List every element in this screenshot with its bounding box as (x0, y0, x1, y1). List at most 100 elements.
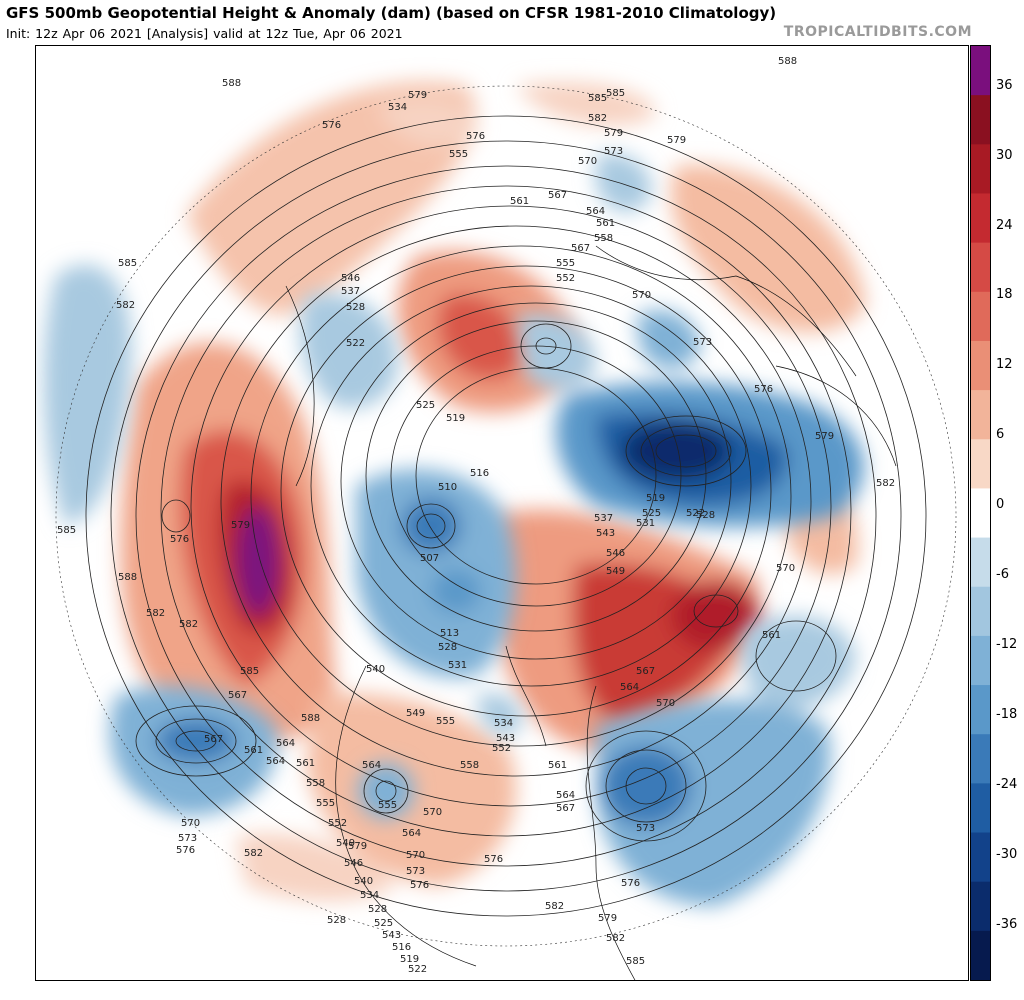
contour-label: 519 (446, 413, 465, 424)
contour-label: 576 (466, 131, 485, 142)
contour-label: 534 (360, 890, 379, 901)
contour-label: 522 (686, 508, 705, 519)
contour-label: 525 (416, 400, 435, 411)
contour-label: 585 (118, 258, 137, 269)
contour-label: 579 (815, 431, 834, 442)
contour-label: 534 (494, 718, 513, 729)
contour-line (220, 225, 812, 777)
contour-line (585, 730, 707, 842)
colorbar-label: 12 (996, 357, 1013, 372)
contour-label: 525 (642, 508, 661, 519)
colorbar-swatch (971, 586, 990, 637)
colorbar-swatch (971, 390, 990, 440)
contour-label: 582 (116, 300, 135, 311)
contour-line (250, 245, 792, 747)
colorbar-swatch (971, 439, 990, 490)
contour-label: 537 (594, 513, 613, 524)
contour-line (160, 185, 852, 837)
colorbar-swatch (971, 635, 990, 686)
contour-label: 522 (346, 338, 365, 349)
contour-label: 519 (646, 493, 665, 504)
map-panel: 588 579 585 582 579 576 573 576 570 567 564 561 558 5… (35, 45, 969, 981)
contour-label: 564 (620, 682, 639, 693)
contour-label: 561 (244, 745, 263, 756)
contour-label: 540 (354, 876, 373, 887)
contour-label: 570 (423, 807, 442, 818)
contour-label: 552 (328, 818, 347, 829)
colorbar-label: -6 (996, 567, 1009, 582)
contour-line (416, 513, 446, 539)
contour-label: 579 (604, 128, 623, 139)
colorbar-swatch (971, 193, 990, 244)
contour-line (340, 302, 732, 660)
colorbar-label: 36 (996, 78, 1013, 93)
contour-label: 567 (636, 666, 655, 677)
contour-label: 522 (408, 964, 427, 975)
contour-label: 537 (341, 286, 360, 297)
contour-line (190, 205, 832, 807)
contour-label: 561 (510, 196, 529, 207)
contour-line (406, 503, 456, 549)
contour-line (640, 425, 732, 477)
contour-label: 549 (336, 838, 355, 849)
coastline (505, 645, 547, 747)
contour-label: 528 (368, 904, 387, 915)
colorbar-swatch (971, 291, 990, 342)
contour-label: 570 (656, 698, 675, 709)
contour-label: 573 (604, 146, 623, 157)
contour-label: 564 (586, 206, 605, 217)
coastline (595, 245, 857, 377)
anomaly-shading (120, 81, 866, 901)
contour-label: 558 (594, 233, 613, 244)
coastlines (285, 245, 897, 980)
contour-line (605, 749, 687, 823)
contour-label: 573 (693, 337, 712, 348)
coastline (775, 365, 897, 467)
contour-label: 576 (170, 534, 189, 545)
colorbar-swatch (971, 537, 990, 588)
colorbar (970, 45, 991, 981)
contour-label: 579 (598, 913, 617, 924)
contour-line (110, 140, 902, 892)
coastline (335, 665, 477, 967)
contour-label: 528 (327, 915, 346, 926)
contour-label: 561 (762, 630, 781, 641)
contour-label: 567 (571, 243, 590, 254)
contour-label: 582 (606, 933, 625, 944)
contour-label: 576 (410, 880, 429, 891)
contour-label: 552 (492, 743, 511, 754)
colorbar-swatch (971, 340, 990, 391)
contour-label: 588 (778, 56, 797, 67)
contour-label: 561 (548, 760, 567, 771)
contour-label: 525 (374, 918, 393, 929)
contour-label: 582 (588, 113, 607, 124)
contour-label: 531 (448, 660, 467, 671)
colorbar-label: -30 (996, 847, 1018, 862)
colorbar-label: -12 (996, 637, 1018, 652)
colorbar-swatches (971, 46, 990, 981)
colorbar-swatch (971, 488, 990, 539)
contour-label: 576 (754, 384, 773, 395)
contour-label: 543 (496, 733, 515, 744)
contour-label: 564 (266, 756, 285, 767)
contour-line (85, 115, 927, 917)
brand-watermark: TROPICALTIDBITS.COM (783, 24, 972, 40)
contour-label: 564 (362, 760, 381, 771)
contour-label: 579 (408, 90, 427, 101)
map-subtitle: Init: 12z Apr 06 2021 [Analysis] valid a… (6, 26, 403, 41)
contour-line (415, 367, 657, 585)
contour-label: 588 (118, 572, 137, 583)
contour-label: 567 (548, 190, 567, 201)
contour-label: 585 (606, 88, 625, 99)
colorbar-label: 24 (996, 218, 1013, 233)
contour-label: 564 (402, 828, 421, 839)
contour-label: 543 (382, 930, 401, 941)
contour-line (310, 285, 752, 687)
contour-label: 564 (556, 790, 575, 801)
contour-label: 528 (346, 302, 365, 313)
contour-label: 567 (228, 690, 247, 701)
contour-label: 546 (344, 858, 363, 869)
contour-label: 582 (179, 619, 198, 630)
